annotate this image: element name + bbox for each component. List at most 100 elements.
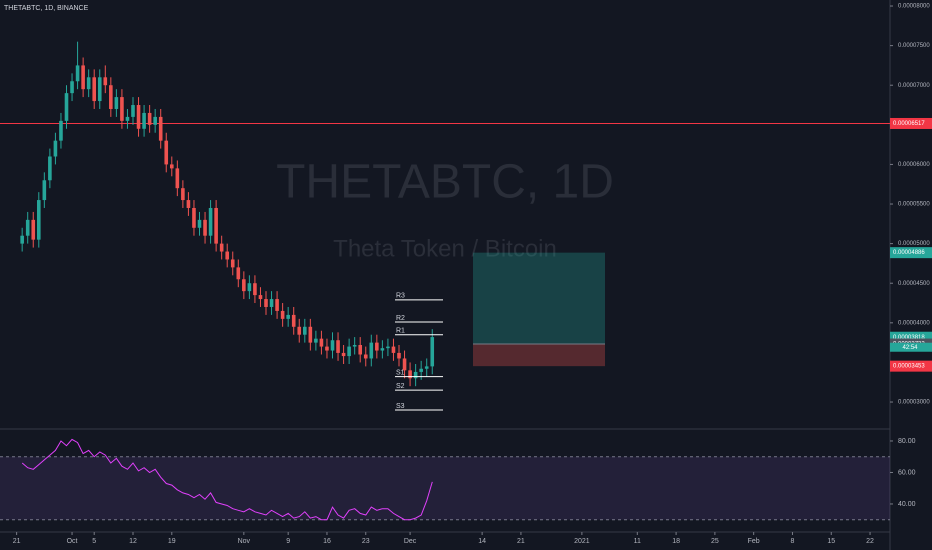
- candle-body: [186, 200, 191, 208]
- candle-body: [347, 346, 351, 357]
- time-tick-label: 12: [129, 538, 137, 545]
- time-tick-label: 2021: [574, 538, 590, 545]
- candle-body: [109, 85, 113, 109]
- pivot-label: S1: [396, 370, 405, 377]
- candle-body: [164, 140, 169, 165]
- candle-body: [114, 97, 119, 109]
- price-line-tag-bg: [890, 117, 932, 129]
- candle-body: [197, 219, 202, 228]
- candle-body: [341, 352, 346, 357]
- price-tag: 0.00004886: [893, 250, 925, 256]
- candle-body: [225, 251, 230, 260]
- price-tick-label: 0.00006000: [898, 162, 930, 168]
- candle-body: [419, 368, 423, 372]
- candle-body: [242, 279, 246, 292]
- pivot-label: S3: [396, 403, 405, 410]
- time-tick-label: 23: [362, 538, 370, 545]
- candle-body: [286, 314, 290, 319]
- candle-body: [297, 326, 302, 335]
- candle-body: [42, 180, 47, 201]
- candle-body: [264, 299, 268, 307]
- candle-body: [20, 235, 24, 244]
- time-tick-label: Dec: [404, 538, 417, 545]
- candle-body: [208, 207, 213, 236]
- time-tick-label: 21: [13, 538, 21, 545]
- watermark: THETABTC, 1D: [276, 156, 614, 209]
- price-tick-label: 0.00005500: [898, 202, 930, 208]
- candle-body: [402, 358, 407, 371]
- watermark-subtitle: Theta Token / Bitcoin: [333, 235, 557, 262]
- price-tick-label: 0.00005000: [898, 241, 930, 247]
- candle-body: [175, 168, 180, 189]
- candle-body: [192, 207, 196, 228]
- pivot-label: S2: [396, 383, 405, 390]
- candle-body: [302, 326, 307, 335]
- time-tick-label: 19: [168, 538, 176, 545]
- candle-body: [314, 338, 318, 343]
- price-tick-label: 0.00007500: [898, 43, 930, 49]
- pivot-label: R2: [396, 315, 405, 322]
- candle-body: [352, 344, 357, 347]
- candle-body: [86, 77, 91, 90]
- price-tag: 0.00003453: [893, 364, 925, 370]
- candle-body: [97, 77, 102, 102]
- candle-body: [358, 344, 363, 355]
- candle-body: [369, 342, 374, 359]
- price-tag: 0.00003818: [893, 335, 925, 341]
- position-target-zone: [473, 252, 605, 345]
- candle-body: [153, 116, 157, 125]
- rsi-band-fill: [0, 456, 890, 520]
- candle-body: [336, 340, 340, 353]
- price-tick-label: 0.00004500: [898, 281, 930, 287]
- pivot-label: R3: [396, 293, 405, 300]
- time-tick-label: Nov: [238, 538, 251, 545]
- countdown: 42:54: [902, 345, 918, 351]
- candle-body: [31, 219, 36, 240]
- pivot-label: R1: [396, 328, 405, 335]
- candle-body: [413, 371, 418, 379]
- rsi-tick-label: 80.00: [898, 438, 916, 445]
- countdown-bg: [890, 342, 932, 352]
- candle-body: [247, 283, 252, 292]
- time-tick-label: 18: [672, 538, 680, 545]
- candle-body: [147, 112, 152, 125]
- candle-body: [253, 283, 257, 296]
- candle-body: [424, 366, 429, 369]
- time-tick-label: Feb: [748, 538, 760, 545]
- candle-body: [103, 77, 108, 86]
- candle-body: [70, 81, 74, 94]
- candle-body: [81, 65, 85, 90]
- candle-body: [219, 243, 224, 252]
- candle-body: [275, 299, 279, 311]
- position-stop-zone: [473, 344, 605, 367]
- candle-body: [363, 354, 368, 359]
- candle-body: [181, 188, 185, 201]
- time-tick-label: 21: [517, 538, 525, 545]
- time-tick-label: 11: [634, 538, 641, 545]
- candle-body: [308, 326, 313, 343]
- rsi-line: [21, 438, 433, 521]
- candle-body: [330, 340, 335, 351]
- time-tick-label: 14: [478, 538, 486, 545]
- rsi-tick-label: 60.00: [898, 469, 916, 476]
- candle-body: [236, 267, 241, 280]
- time-tick-label: 9: [286, 538, 290, 545]
- time-tick-label: 16: [323, 538, 331, 545]
- time-tick-label: 15: [827, 538, 835, 545]
- candle-body: [291, 314, 296, 327]
- candle-body: [59, 120, 63, 141]
- candle-body: [158, 116, 163, 141]
- price-tick-label: 0.00004000: [898, 320, 930, 326]
- candle-body: [430, 337, 435, 367]
- price-tick-label: 0.00007000: [898, 83, 930, 89]
- candle-body: [203, 219, 207, 236]
- candle-body: [397, 352, 401, 359]
- candle-body: [48, 156, 52, 181]
- candle-body: [136, 105, 141, 129]
- candle-body: [258, 295, 263, 300]
- candle-body: [53, 140, 58, 157]
- time-tick-label: 25: [711, 538, 719, 545]
- time-tick-label: Oct: [67, 538, 78, 545]
- price-tag-bg: [890, 247, 932, 259]
